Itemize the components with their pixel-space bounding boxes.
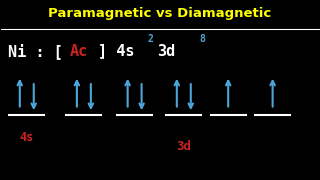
Text: Ni : [: Ni : [ <box>8 43 62 59</box>
Text: Paramagnetic vs Diamagnetic: Paramagnetic vs Diamagnetic <box>48 7 272 20</box>
Text: 8: 8 <box>200 35 205 44</box>
Text: 4s: 4s <box>20 131 34 144</box>
Text: 3d: 3d <box>157 44 175 59</box>
Text: 2: 2 <box>148 35 154 44</box>
Text: ] 4s: ] 4s <box>98 44 135 59</box>
Text: 3d: 3d <box>176 140 191 153</box>
Text: Ac: Ac <box>69 44 88 59</box>
